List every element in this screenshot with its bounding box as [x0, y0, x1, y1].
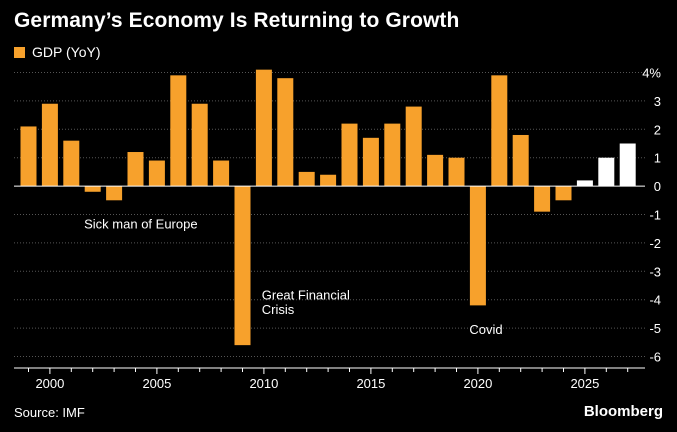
bar-2026	[598, 157, 615, 187]
bar-2007	[191, 103, 208, 187]
bars	[20, 69, 636, 346]
y-tick-label-2: 2	[654, 122, 661, 137]
bar-2025	[576, 180, 593, 187]
source-note: Source: IMF	[14, 405, 85, 420]
bar-2000	[41, 103, 58, 187]
legend-swatch	[14, 46, 25, 58]
x-tick-label-2005: 2005	[142, 376, 171, 391]
x-tick-label-2025: 2025	[570, 376, 599, 391]
bar-2002	[84, 186, 101, 192]
chart-title: Germany’s Economy Is Returning to Growth	[14, 9, 460, 32]
y-tick-label-3: 3	[654, 94, 661, 109]
bar-2017	[405, 106, 422, 187]
x-tick-label-2010: 2010	[249, 376, 278, 391]
bar-2021	[491, 75, 508, 187]
annotation-1: Great Financial	[262, 288, 350, 303]
y-tick-label--5: -5	[649, 321, 661, 336]
bar-2003	[106, 186, 123, 201]
bar-2027	[619, 143, 636, 187]
bar-2011	[277, 78, 294, 187]
bar-2004	[127, 152, 144, 187]
bar-2023	[534, 186, 551, 212]
y-tick-label--3: -3	[649, 264, 661, 279]
y-tick-label-4: 4%	[642, 66, 661, 81]
annotation-3: Covid	[469, 322, 502, 337]
x-tick-label-2000: 2000	[35, 376, 64, 391]
bar-2013	[320, 174, 337, 187]
legend-label: GDP (YoY)	[32, 44, 101, 60]
bar-2020	[469, 186, 486, 306]
x-axis: 2000 2005 2010 2015 2020 2025	[14, 367, 645, 391]
bar-2006	[170, 75, 187, 187]
y-tick-label--6: -6	[649, 350, 661, 365]
bar-2009	[234, 186, 251, 346]
y-axis-labels: -6 -5 -4 -3 -2 -1 0 1 2 3 4%	[642, 66, 661, 365]
y-tick-label-0: 0	[654, 179, 661, 194]
bar-2019	[448, 157, 465, 187]
gridlines	[14, 72, 645, 357]
annotation-2: Crisis	[262, 302, 295, 317]
x-tick-label-2015: 2015	[356, 376, 385, 391]
bar-2012	[298, 171, 315, 187]
bar-2018	[427, 154, 444, 187]
bar-2008	[213, 160, 230, 187]
bar-2010	[255, 69, 272, 187]
x-tick-label-2020: 2020	[463, 376, 492, 391]
bar-2016	[384, 123, 401, 187]
bar-2024	[555, 186, 572, 201]
legend: GDP (YoY)	[14, 44, 100, 60]
bar-2022	[512, 134, 529, 187]
bar-2014	[341, 123, 358, 187]
brand-logo: Bloomberg	[583, 403, 663, 420]
y-tick-label--1: -1	[649, 208, 661, 223]
bar-1999	[20, 126, 37, 187]
y-tick-label--4: -4	[649, 293, 661, 308]
bar-2015	[362, 137, 379, 187]
bar-2001	[63, 140, 80, 187]
y-tick-label--2: -2	[649, 236, 661, 251]
bar-2005	[148, 160, 165, 187]
annotation-0: Sick man of Europe	[84, 217, 197, 232]
y-tick-label-1: 1	[654, 151, 661, 166]
